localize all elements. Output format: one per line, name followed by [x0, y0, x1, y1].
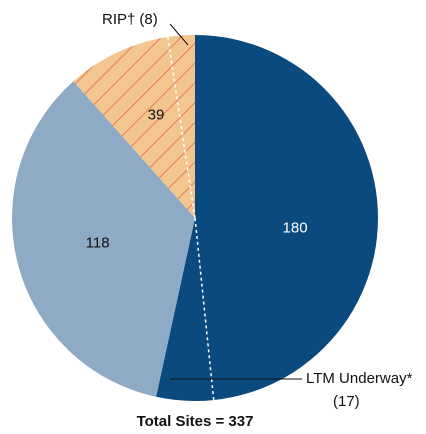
pie-slice	[12, 81, 195, 397]
pie-slice	[73, 35, 195, 218]
slice-label: 118	[86, 234, 110, 251]
total-note: Total Sites = 337	[137, 413, 254, 430]
sub-slice-divider	[167, 36, 196, 219]
sub-slice-value: (17)	[333, 393, 360, 410]
sub-slice-name: RIP†	[102, 11, 135, 28]
slice-label: 39	[148, 106, 165, 123]
sub-slice-divider	[194, 217, 215, 401]
sub-slice-name: LTM Underway*	[306, 370, 413, 387]
sub-slice-label: RIP† (8)	[102, 11, 158, 28]
slice-label: 180	[283, 220, 308, 237]
sub-slice-value: (8)	[139, 11, 157, 28]
pie-slice	[156, 35, 378, 401]
leader-line	[169, 23, 189, 46]
